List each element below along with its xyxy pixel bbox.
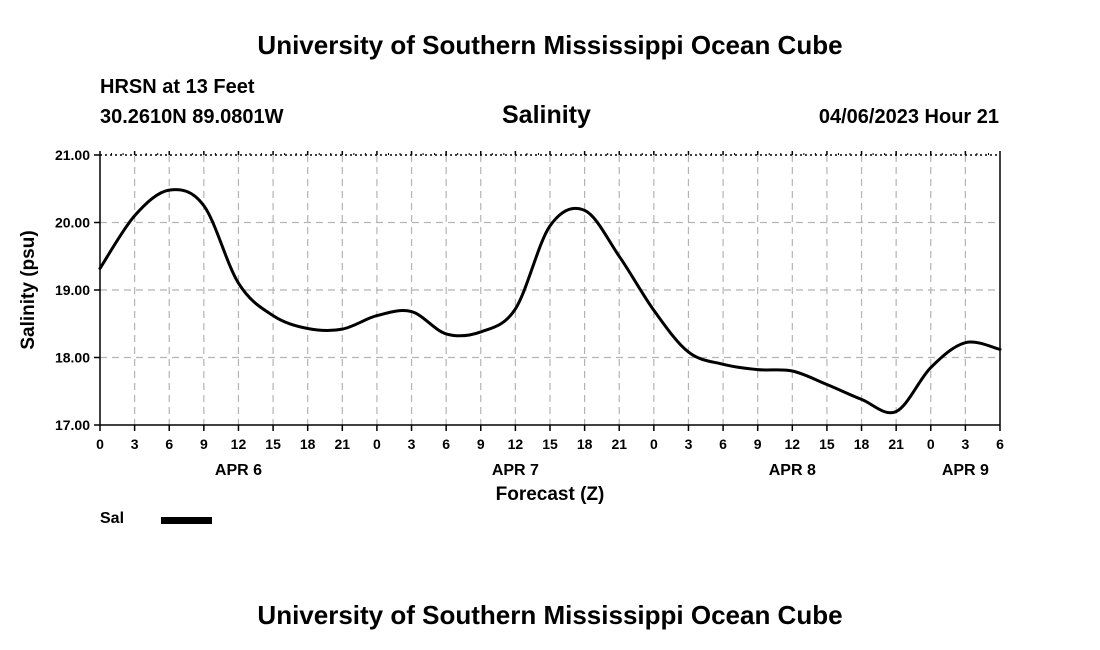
- x-tick-label: 21: [335, 436, 351, 452]
- x-axis-label: Forecast (Z): [496, 484, 605, 505]
- x-tick-label: 18: [300, 436, 316, 452]
- y-tick-label: 17.00: [55, 417, 90, 433]
- x-tick-label: 15: [265, 436, 281, 452]
- y-tick-label: 19.00: [55, 282, 90, 298]
- x-tick-label: 15: [542, 436, 558, 452]
- forecast-timestamp: 04/06/2023 Hour 21: [818, 106, 999, 128]
- x-tick-label: 6: [719, 436, 727, 452]
- x-tick-label: 15: [819, 436, 835, 452]
- station-label: HRSN at 13 Feet: [100, 76, 255, 98]
- x-tick-label: 0: [96, 436, 104, 452]
- x-tick-label: 0: [927, 436, 935, 452]
- x-tick-label: 6: [996, 436, 1004, 452]
- x-tick-label: 18: [577, 436, 593, 452]
- x-tick-label: 3: [131, 436, 139, 452]
- axis-layer: 17.00 18.00 19.00 20.00 21.00 0 3 6 9 12 15 18 21 0 3 6…: [18, 147, 1004, 505]
- x-tick-label: 9: [477, 436, 485, 452]
- x-tick-label: 18: [854, 436, 870, 452]
- chart-title: Salinity: [502, 101, 591, 129]
- day-label: APR 7: [492, 462, 539, 479]
- y-tick-label: 18.00: [55, 350, 90, 366]
- y-tick-label: 20.00: [55, 215, 90, 231]
- x-tick-label: 21: [611, 436, 627, 452]
- footer-title: University of Southern Mississippi Ocean…: [257, 600, 843, 630]
- x-tick-label: 12: [231, 436, 247, 452]
- x-tick-label: 9: [200, 436, 208, 452]
- x-tick-label: 3: [961, 436, 969, 452]
- y-axis-label: Salinity (psu): [18, 230, 39, 349]
- x-tick-label: 3: [408, 436, 416, 452]
- x-tick-label: 3: [685, 436, 693, 452]
- grid-layer: [100, 155, 1000, 425]
- x-tick-label: 0: [650, 436, 658, 452]
- salinity-series-line: [98, 188, 1002, 415]
- x-tick-label: 9: [754, 436, 762, 452]
- day-label: APR 9: [942, 462, 989, 479]
- station-coordinates: 30.2610N 89.0801W: [100, 106, 284, 128]
- x-tick-label: 6: [442, 436, 450, 452]
- day-label: APR 6: [215, 462, 262, 479]
- x-tick-label: 0: [373, 436, 381, 452]
- legend-swatch: [161, 517, 212, 524]
- day-label: APR 8: [769, 462, 816, 479]
- x-tick-label: 12: [508, 436, 524, 452]
- series-layer: [98, 188, 1002, 415]
- y-tick-label: 21.00: [55, 147, 90, 163]
- legend-label: Sal: [100, 510, 125, 527]
- x-tick-label: 12: [785, 436, 801, 452]
- x-tick-label: 6: [165, 436, 173, 452]
- x-tick-label: 21: [888, 436, 904, 452]
- page-title: University of Southern Mississippi Ocean…: [257, 30, 843, 60]
